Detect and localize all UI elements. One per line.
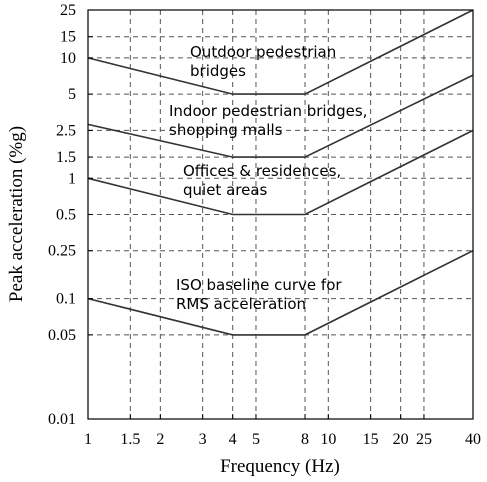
curve-annotation-line: RMS acceleration — [176, 295, 306, 313]
y-tick-label: 15 — [60, 29, 76, 46]
y-tick-label: 1 — [68, 170, 76, 187]
x-tick-label: 2 — [156, 431, 164, 448]
x-tick-label: 10 — [320, 431, 336, 448]
curve-annotation-line: Outdoor pedestrian — [190, 43, 336, 61]
x-tick-label: 4 — [229, 431, 237, 448]
curve-annotation-line: quiet areas — [183, 181, 268, 199]
y-tick-label: 0.01 — [48, 411, 76, 428]
series-line — [87, 9, 474, 95]
y-tick-label: 5 — [68, 86, 76, 103]
y-tick-label: 0.25 — [48, 243, 76, 260]
curve-annotation-line: ISO baseline curve for — [176, 276, 342, 294]
x-tick-label: 8 — [301, 431, 309, 448]
x-tick-label: 3 — [199, 431, 207, 448]
x-tick-label: 1 — [84, 431, 92, 448]
y-tick-label: 10 — [60, 50, 76, 67]
curve-annotation: Indoor pedestrian bridges,shopping malls — [169, 102, 367, 139]
curve-annotation-line: Indoor pedestrian bridges, — [169, 102, 367, 120]
series-line — [87, 249, 474, 336]
curve-annotation-line: bridges — [190, 62, 246, 80]
series-line — [87, 74, 474, 158]
y-tick-label: 1.5 — [56, 149, 76, 166]
x-tick-label: 1.5 — [120, 431, 140, 448]
x-tick-label: 25 — [416, 431, 432, 448]
y-axis-ticks: 0.01 0.05 0.1 0.25 0.5 1 1.5 2.5 5 10 15 25 — [48, 2, 93, 428]
y-tick-label: 0.1 — [56, 291, 76, 308]
x-tick-label: 20 — [393, 431, 409, 448]
x-axis-ticks: 1 1.5 2 3 4 5 8 10 15 20 25 40 — [84, 414, 481, 448]
curve-annotation: Offices & residences,quiet areas — [183, 162, 341, 199]
y-tick-label: 2.5 — [56, 122, 76, 139]
curve-annotation-line: Offices & residences, — [183, 162, 341, 180]
y-tick-label: 0.5 — [56, 207, 76, 224]
y-tick-label: 0.05 — [48, 327, 76, 344]
x-tick-label: 5 — [252, 431, 260, 448]
x-tick-label: 40 — [465, 431, 481, 448]
curve-annotation-line: shopping malls — [169, 121, 283, 139]
x-tick-label: 15 — [363, 431, 379, 448]
y-tick-label: 25 — [60, 2, 76, 19]
series-line — [87, 129, 474, 216]
y-axis-title: Peak acceleration (%g) — [6, 126, 27, 302]
series-lines — [87, 9, 474, 336]
x-axis-title: Frequency (Hz) — [220, 456, 340, 477]
